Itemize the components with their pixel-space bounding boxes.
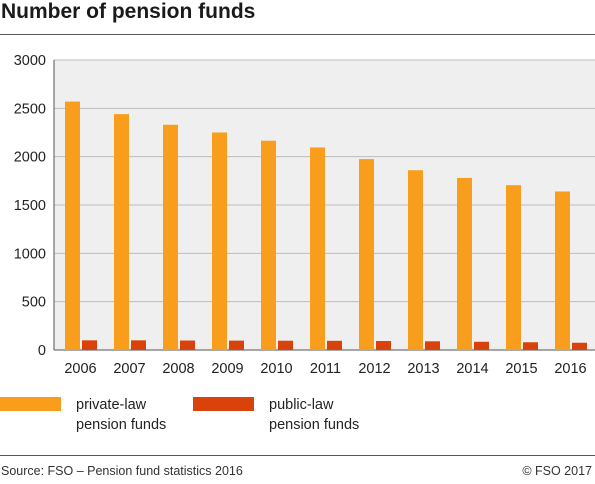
legend-label-public-line1: public-law — [269, 397, 334, 413]
bar-public-law — [82, 340, 97, 350]
bar-public-law — [229, 340, 244, 350]
bar-private-law — [506, 185, 521, 350]
bar-private-law — [310, 147, 325, 350]
y-tick-label: 1000 — [14, 246, 46, 262]
bar-public-law — [523, 342, 538, 350]
y-tick-label: 500 — [22, 295, 46, 311]
legend-label-public-line2: pension funds — [269, 417, 360, 433]
legend-label-private-line2: pension funds — [76, 417, 167, 433]
bar-private-law — [408, 170, 423, 350]
bar-private-law — [212, 132, 227, 350]
bar-private-law — [114, 114, 129, 350]
bar-public-law — [376, 341, 391, 350]
bar-private-law — [359, 159, 374, 350]
bar-private-law — [65, 101, 80, 350]
x-tick-label: 2012 — [358, 361, 390, 377]
source-note: Source: FSO – Pension fund statistics 20… — [1, 464, 243, 478]
legend-label-private-line1: private-law — [76, 397, 147, 413]
legend-item-private: private-law pension funds — [0, 395, 226, 435]
footer-divider — [0, 455, 595, 456]
chart-title: Number of pension funds — [1, 0, 256, 23]
bar-public-law — [425, 341, 440, 350]
x-tick-label: 2009 — [211, 361, 243, 377]
legend-swatch-private — [0, 397, 61, 411]
bar-public-law — [572, 342, 587, 350]
x-tick-label: 2006 — [64, 361, 96, 377]
bar-public-law — [180, 340, 195, 350]
x-tick-label: 2007 — [113, 361, 145, 377]
legend-label-public: public-law pension funds — [269, 395, 419, 435]
title-divider — [0, 34, 595, 35]
bar-private-law — [457, 177, 472, 350]
legend-item-public: public-law pension funds — [193, 395, 419, 435]
bar-public-law — [474, 341, 489, 350]
x-tick-label: 2016 — [554, 361, 586, 377]
bar-private-law — [261, 140, 276, 350]
x-tick-label: 2015 — [505, 361, 537, 377]
x-tick-label: 2008 — [162, 361, 194, 377]
x-tick-label: 2014 — [456, 361, 488, 377]
y-tick-label: 2000 — [14, 150, 46, 166]
x-tick-label: 2011 — [310, 361, 341, 377]
bar-public-law — [131, 340, 146, 350]
bar-public-law — [278, 340, 293, 350]
y-tick-label: 1500 — [14, 198, 46, 214]
copyright-note: © FSO 2017 — [522, 464, 592, 478]
bar-chart: 0 500 1000 1500 2000 2500 3000 2006 2007 2008 2009… — [14, 53, 595, 377]
y-tick-label: 2500 — [14, 101, 46, 117]
x-tick-label: 2013 — [407, 361, 439, 377]
y-tick-label: 0 — [38, 343, 46, 359]
bar-private-law — [163, 124, 178, 351]
legend-swatch-public — [193, 397, 254, 411]
x-tick-label: 2010 — [260, 361, 292, 377]
bar-private-law — [555, 191, 570, 350]
y-tick-label: 3000 — [14, 53, 46, 69]
legend-label-private: private-law pension funds — [76, 395, 226, 435]
bar-public-law — [327, 340, 342, 350]
